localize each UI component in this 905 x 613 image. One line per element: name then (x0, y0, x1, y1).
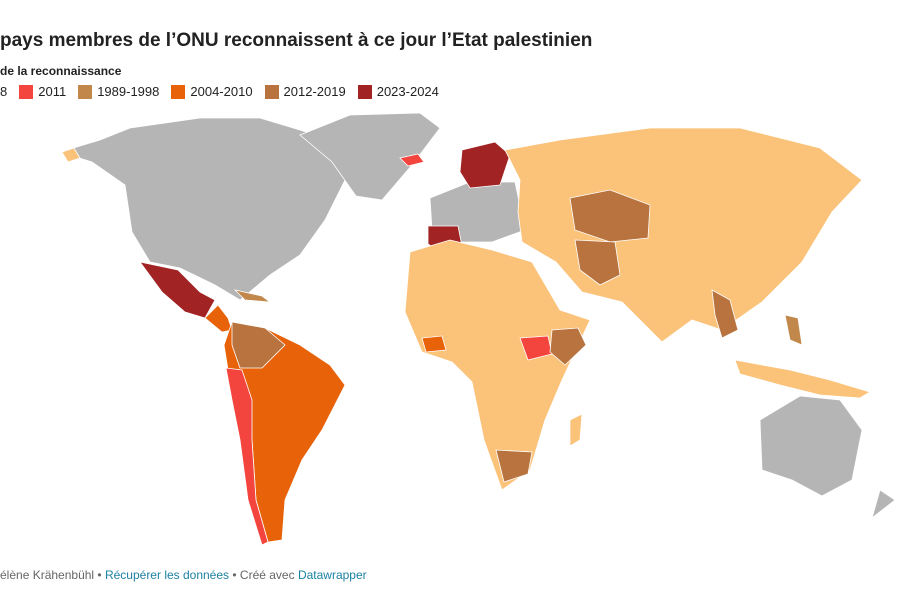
region-south-africa[interactable] (495, 449, 533, 483)
region-scandinavia[interactable] (459, 141, 511, 189)
region-west-africa[interactable] (421, 335, 447, 353)
region-australia[interactable] (759, 395, 863, 497)
region-colombia-venezuela[interactable] (231, 321, 286, 369)
legend-label: 2023-2024 (376, 84, 439, 99)
footer-author: élène Krähenbühl (0, 568, 95, 582)
region-north-america[interactable] (58, 117, 346, 301)
region-new-zealand[interactable] (871, 489, 896, 520)
legend: 8 2011 1989-1998 2004-2010 2012-2019 202… (0, 84, 439, 99)
legend-swatch (357, 84, 372, 99)
region-madagascar[interactable] (569, 413, 583, 447)
region-indonesia[interactable] (734, 359, 871, 399)
region-alaska-island[interactable] (61, 147, 81, 163)
legend-item: 2012-2019 (264, 84, 346, 99)
legend-swatch (171, 84, 186, 99)
footer-created-with: • Créé avec (229, 568, 298, 582)
region-africa[interactable] (404, 239, 591, 491)
legend-label: 1989-1998 (97, 84, 160, 99)
legend-swatch (78, 84, 93, 99)
legend-label: 2012-2019 (283, 84, 346, 99)
footer: élène Krähenbühl • Récupérer les données… (0, 568, 367, 582)
region-iceland[interactable] (399, 153, 425, 167)
region-central-asia[interactable] (569, 189, 651, 243)
legend-item: 1989-1998 (78, 84, 159, 99)
footer-separator: • (94, 568, 105, 582)
region-central-america[interactable] (204, 304, 233, 333)
region-southeast-asia[interactable] (711, 289, 739, 339)
legend-item: 2004-2010 (171, 84, 253, 99)
legend-title: de la reconnaissance (0, 64, 122, 78)
region-peru-chile[interactable] (225, 367, 269, 546)
region-iran-afghanistan[interactable] (574, 239, 621, 286)
legend-swatch (19, 84, 34, 99)
region-mexico[interactable] (139, 261, 216, 319)
legend-label: 8 (0, 84, 8, 99)
download-data-link[interactable]: Récupérer les données (104, 568, 230, 582)
map-title: pays membres de l’ONU reconnaissent à ce… (0, 30, 593, 51)
datawrapper-link[interactable]: Datawrapper (297, 568, 367, 582)
legend-label: 2011 (38, 84, 67, 99)
legend-item: 2023-2024 (357, 84, 439, 99)
region-ethiopia[interactable] (549, 327, 587, 366)
legend-swatch (264, 84, 279, 99)
legend-label: 2004-2010 (190, 84, 253, 99)
region-caribbean[interactable] (233, 289, 272, 303)
legend-item: 8 (0, 84, 7, 99)
region-philippines[interactable] (784, 314, 803, 346)
legend-item: 2011 (19, 84, 66, 99)
world-map (58, 112, 896, 546)
